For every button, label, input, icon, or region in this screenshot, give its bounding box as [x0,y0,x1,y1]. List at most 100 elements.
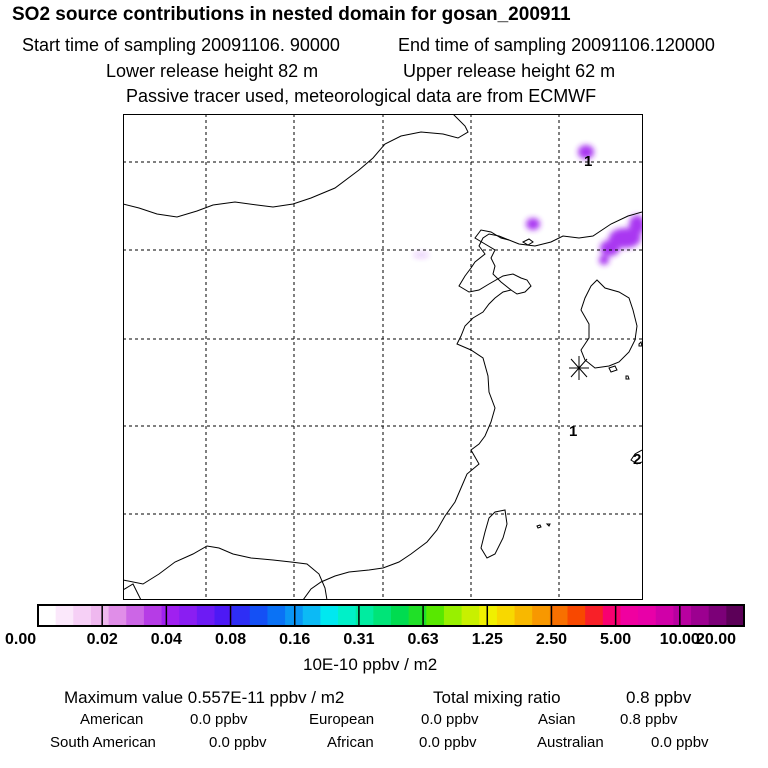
colorbar-tick-label: 20.00 [696,631,737,648]
coastline-island-4 [545,523,551,527]
plume-patches [413,145,642,265]
coastline-mainland [123,114,469,218]
coastline-korea [580,279,638,369]
region-value-australian: 0.0 ppbv [651,734,709,751]
colorbar-tick-label: 0.63 [407,631,439,648]
total-mixing-label: Total mixing ratio [433,688,561,707]
colorbar-cell [567,605,586,626]
colorbar-cell [532,605,551,626]
colorbar-cell [179,605,198,626]
plume-patch-east-edge [629,215,642,235]
colorbar-cell [673,605,692,626]
colorbar-cell [585,605,604,626]
colorbar-cell [426,605,445,626]
colorbar-cell [232,605,251,626]
region-name-american: American [80,711,144,728]
colorbar-cell [655,605,674,626]
colorbar-tick-label: 10.00 [659,631,700,648]
colorbar-cell [267,605,286,626]
colorbar-cell [496,605,516,626]
colorbar-cell [549,605,569,626]
colorbar-units: 10E-10 ppbv / m2 [303,655,438,674]
colorbar-cell [108,605,127,626]
colorbar [37,604,745,627]
colorbar-cell [73,605,92,626]
coastlines [123,114,642,599]
coastline-taiwan [480,509,508,559]
region-value-american: 0.0 ppbv [190,711,248,728]
region-name-south-american: South American [50,734,156,751]
colorbar-tick-label: 0.00 [5,631,37,648]
colorbar-cell [196,605,216,626]
upper-release-label: Upper release height 62 m [403,61,616,81]
colorbar-cell [143,605,163,626]
coastline-island-1 [625,375,630,380]
colorbar-cell [355,605,374,626]
colorbar-cell [55,605,74,626]
colorbar-tick-label: 0.04 [150,631,182,648]
colorbar-cell [126,605,145,626]
region-value-south-american: 0.0 ppbv [209,734,267,751]
lower-release-label: Lower release height 82 m [106,61,319,81]
colorbar-cell [620,605,639,626]
plume-patch-faint [413,252,429,258]
coastline-island-5 [521,238,534,246]
region-value-african: 0.0 ppbv [419,734,477,751]
region-name-african: African [327,734,374,751]
colorbar-cell [161,605,180,626]
graticule [123,114,642,599]
map-frame [123,114,643,600]
plume-patch-korea-coast [600,240,620,256]
region-name-european: European [309,711,375,728]
colorbar-cell [638,605,657,626]
colorbar-tick-label: 0.16 [279,631,311,648]
plume-patch-central [526,218,540,230]
colorbar-cell [320,605,339,626]
colorbar-cell [373,605,392,626]
colorbar-tick-label: 2.50 [535,631,568,648]
colorbar-tick-label: 5.00 [600,631,632,648]
colorbar-cell [514,605,533,626]
coastline-island-3 [536,524,542,529]
region-value-asian: 0.8 ppbv [620,711,678,728]
plume-patch-korea-south [599,255,609,265]
colorbar-tick-label: 0.31 [343,631,375,648]
colorbar-cell [726,605,745,626]
colorbar-cell [338,605,357,626]
colorbar-cell [691,605,710,626]
coastline-border-spur [123,583,142,599]
colorbar-cell [708,605,727,626]
plume-patch-north [578,145,594,159]
region-value-european: 0.0 ppbv [421,711,479,728]
model-note: Passive tracer used, meteorological data… [126,86,597,106]
colorbar-cell [391,605,410,626]
coastline-bohai [458,233,532,295]
colorbar-cell [214,605,233,626]
colorbar-cell [408,605,427,626]
coastline-japan [630,449,642,465]
chart-title: SO2 source contributions in nested domai… [12,4,571,25]
coastline-east-china [303,211,642,599]
coastline-island-2 [638,341,642,347]
coastline-inland-border [123,545,328,599]
contour-label-south: 1 [569,423,577,440]
colorbar-tick-label: 1.25 [471,631,503,648]
colorbar-frame [37,604,745,627]
coastline-jeju [608,365,618,373]
colorbar-cell [90,605,110,626]
contour-label-east: 2 [633,451,641,468]
colorbar-cell [602,605,622,626]
asterisk-marker [569,356,589,380]
total-mixing-value: 0.8 ppbv [626,688,692,707]
contour-label-north: 1 [584,153,592,170]
colorbar-cell [479,605,498,626]
colorbar-cell [461,605,480,626]
colorbar-tick-label: 0.02 [86,631,118,648]
colorbar-tick-label: 0.08 [214,631,247,648]
colorbar-cell [443,605,463,626]
end-time-label: End time of sampling 20091106.120000 [398,35,715,55]
colorbar-cell [38,605,57,626]
region-name-asian: Asian [538,711,576,728]
map-panel: 1 1 2 [123,114,643,600]
start-time-label: Start time of sampling 20091106. 90000 [22,35,340,55]
